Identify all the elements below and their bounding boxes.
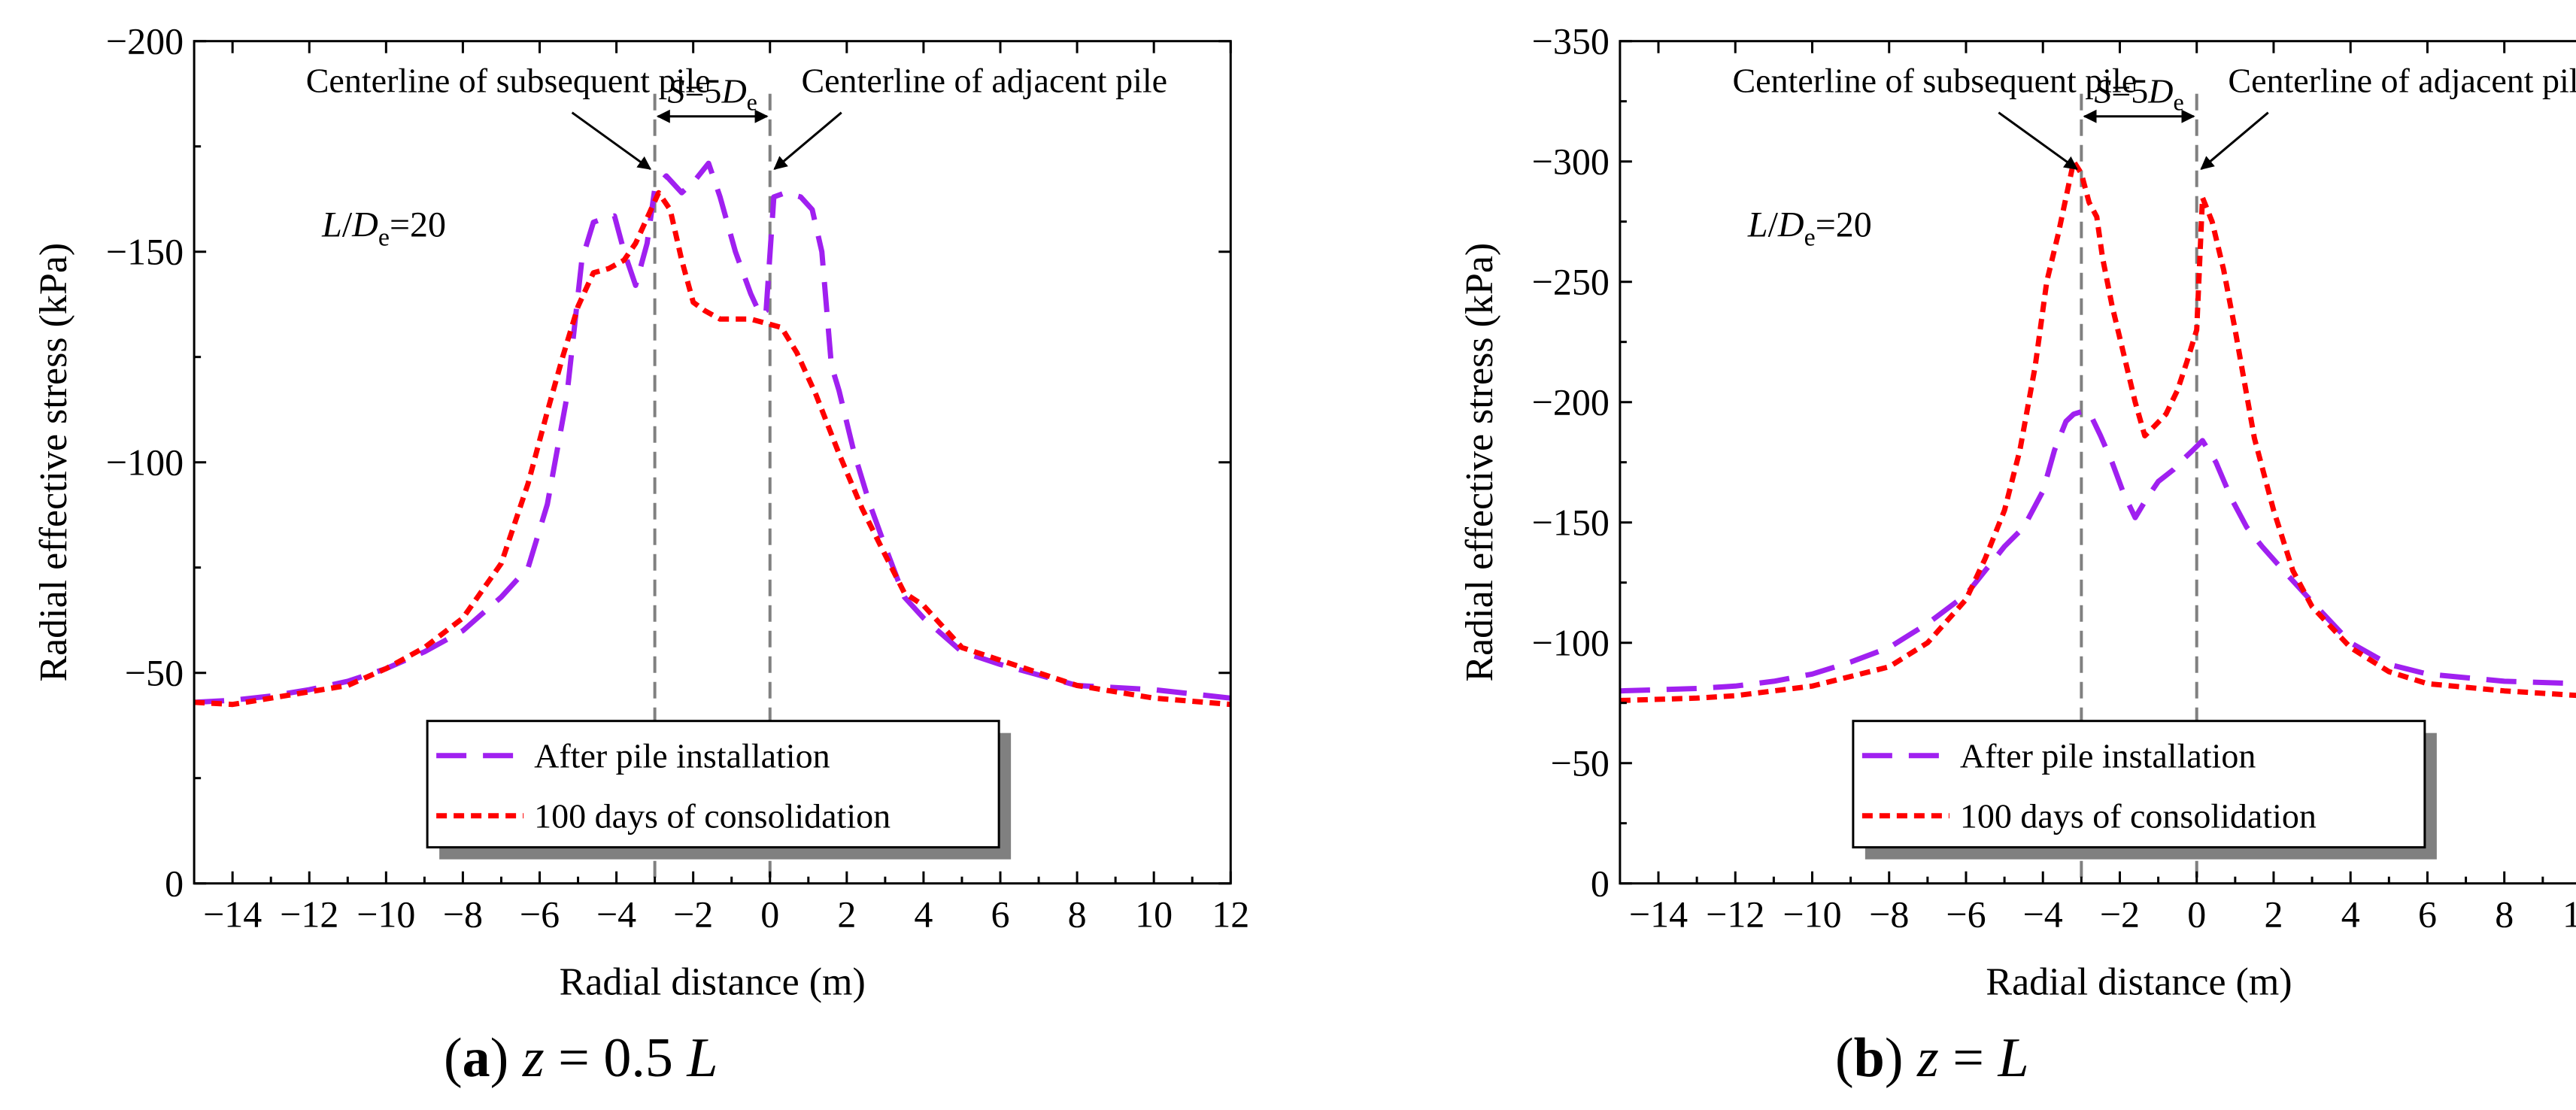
x-tick-label: −10 (357, 893, 415, 936)
x-tick-label: 6 (2418, 893, 2437, 936)
y-tick-label: 0 (165, 863, 184, 905)
x-tick-label: −6 (520, 893, 560, 936)
centerline-adjacent-label: Centerline of adjacent pile (2228, 62, 2576, 100)
y-tick-label: −150 (106, 231, 184, 273)
y-tick-label: −200 (106, 20, 184, 62)
arrow-to-adjacent-pile (2200, 111, 2269, 170)
ratio-slash: / (342, 205, 353, 245)
x-tick-label: 12 (1212, 893, 1249, 936)
caption-b-unit: L (1998, 1027, 2029, 1089)
plot-area: −14 −12 −10 −8 −6 −4 −2 0 2 4 6 8 10 12 0 −50 −100 −150 −2… (106, 20, 1249, 936)
caption-a: (a) z = 0.5 L (444, 1027, 718, 1089)
ratio-sub: e (378, 224, 390, 252)
series-line-after-installation (1619, 409, 2576, 694)
caption-a-letter: a (462, 1027, 490, 1089)
legend-label-consolidation: 100 days of consolidation (534, 797, 891, 836)
y-tick-label: −100 (106, 441, 184, 484)
y-tick-label: −50 (1551, 742, 1610, 784)
x-tick-label: −12 (280, 893, 338, 936)
spacing-eq: =5 (2111, 72, 2148, 111)
arrow-to-subsequent-pile (1998, 111, 2078, 170)
y-tick-label: −200 (1532, 381, 1610, 423)
length-ratio-label: L/De=20 (1747, 205, 1872, 252)
x-tick-label: 6 (991, 893, 1010, 936)
spacing-eq: =5 (684, 72, 721, 111)
x-tick-label: 10 (2562, 893, 2576, 936)
legend-label-after-installation: After pile installation (534, 737, 830, 775)
y-tick-label: −150 (1532, 502, 1610, 544)
caption-a-var: z (522, 1027, 545, 1089)
caption-b-var: z (1916, 1027, 1939, 1089)
ratio-eq: =20 (390, 205, 446, 245)
y-tick-label: −350 (1532, 20, 1610, 62)
chart-panel-a: −14 −12 −10 −8 −6 −4 −2 0 2 4 6 8 10 12 0 −50 −100 −150 −2… (32, 20, 1249, 1004)
spacing-den: D (721, 72, 746, 111)
spacing-sub: e (747, 89, 757, 116)
ratio-var: L (321, 205, 342, 245)
legend-box (1852, 720, 2426, 849)
x-tick-label: 4 (914, 893, 933, 936)
x-tick-label: 0 (2187, 893, 2206, 936)
chart-panel-b: −14−12−10−8−6−4−20246810120−50−100−150−2… (1458, 20, 2576, 1004)
ratio-eq: =20 (1816, 205, 1872, 245)
spacing-var: S (667, 72, 684, 111)
ratio-sub: e (1804, 224, 1816, 252)
caption-b: (b) z = L (1835, 1027, 2029, 1089)
ratio-var: L (1747, 205, 1768, 245)
centerline-subsequent-label: Centerline of subsequent pile (1732, 62, 2137, 100)
spacing-label: S=5De (2094, 72, 2183, 116)
caption-a-eq: = 0.5 (544, 1027, 687, 1089)
spacing-den: D (2147, 72, 2173, 111)
ratio-slash: / (1768, 205, 1779, 245)
y-tick-label: −250 (1532, 261, 1610, 303)
series-line-after-installation (193, 160, 1231, 705)
legend-label-after-installation: After pile installation (1960, 737, 2256, 775)
x-axis-label: Radial distance (m) (560, 961, 866, 1004)
y-tick-label: −100 (1532, 622, 1610, 664)
legend: After pile installation 100 days of cons… (426, 720, 1012, 860)
ratio-den: D (1777, 205, 1804, 245)
x-tick-label: −8 (1869, 893, 1909, 936)
x-tick-label: −2 (673, 893, 713, 936)
y-axis-label: Radial effective stress (kPa) (1458, 243, 1501, 682)
legend: After pile installation 100 days of cons… (1852, 720, 2437, 860)
y-tick-label: 0 (1591, 863, 1610, 905)
series-line-consolidation (193, 190, 1231, 708)
y-axis-label: Radial effective stress (kPa) (32, 243, 75, 682)
spacing-label: S=5De (667, 72, 757, 116)
x-tick-label: −10 (1783, 893, 1841, 936)
x-tick-label: −12 (1706, 893, 1764, 936)
x-tick-label: −4 (596, 893, 636, 936)
x-tick-label: 8 (2495, 893, 2514, 936)
x-tick-label: 2 (837, 893, 856, 936)
ratio-den: D (351, 205, 378, 245)
x-tick-label: −2 (2100, 893, 2140, 936)
x-tick-label: −8 (443, 893, 483, 936)
x-tick-label: 0 (760, 893, 779, 936)
legend-label-consolidation: 100 days of consolidation (1960, 797, 2317, 836)
x-tick-label: −4 (2023, 893, 2063, 936)
x-tick-label: 8 (1068, 893, 1087, 936)
spacing-var: S (2094, 72, 2111, 111)
x-tick-label: −14 (203, 893, 262, 936)
x-tick-label: 2 (2264, 893, 2283, 936)
length-ratio-label: L/De=20 (321, 205, 446, 252)
x-tick-label: 10 (1135, 893, 1173, 936)
x-tick-label: 4 (2341, 893, 2360, 936)
x-tick-label: −6 (1946, 893, 1986, 936)
y-tick-label: −300 (1532, 141, 1610, 183)
caption-a-unit: L (687, 1027, 718, 1089)
centerline-subsequent-label: Centerline of subsequent pile (306, 62, 711, 100)
caption-b-eq: = (1938, 1027, 1998, 1089)
x-axis-label: Radial distance (m) (1986, 961, 2292, 1004)
arrow-to-subsequent-pile (571, 111, 652, 170)
arrow-to-adjacent-pile (773, 111, 842, 170)
plot-area: −14−12−10−8−6−4−20246810120−50−100−150−2… (1532, 20, 2576, 936)
centerline-adjacent-label: Centerline of adjacent pile (801, 62, 1167, 100)
caption-b-letter: b (1853, 1027, 1885, 1089)
x-tick-label: −14 (1629, 893, 1688, 936)
legend-box (426, 720, 1000, 849)
y-tick-label: −50 (125, 652, 184, 694)
spacing-sub: e (2174, 89, 2184, 116)
